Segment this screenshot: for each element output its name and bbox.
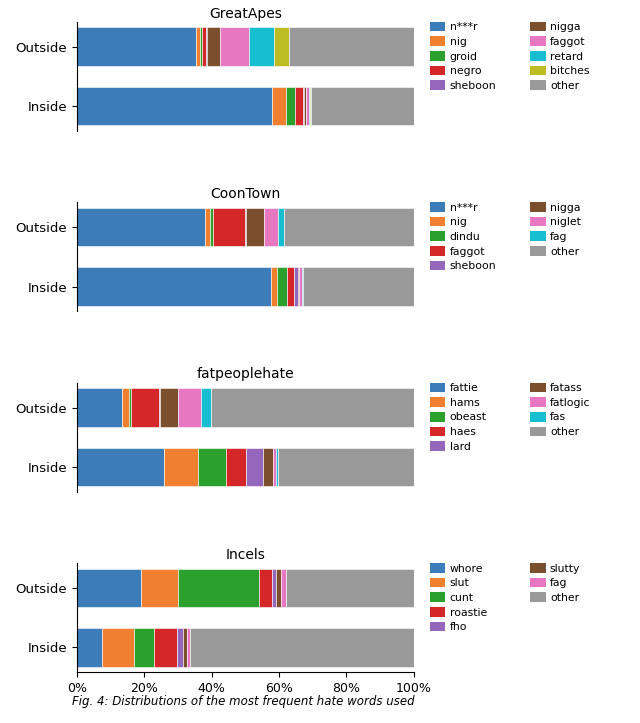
Legend: fatass, fatlogic, fas, other: fatass, fatlogic, fas, other xyxy=(531,382,590,437)
Bar xyxy=(159,388,161,427)
Bar xyxy=(277,268,287,306)
Bar xyxy=(220,27,249,66)
Title: GreatApes: GreatApes xyxy=(209,7,282,20)
Bar xyxy=(274,27,289,66)
Bar xyxy=(263,448,273,487)
Bar xyxy=(196,27,200,66)
Bar xyxy=(303,87,304,125)
Bar xyxy=(141,569,178,607)
Bar xyxy=(77,569,141,607)
Bar xyxy=(285,87,295,125)
Bar xyxy=(281,569,285,607)
Bar xyxy=(244,208,246,247)
Bar xyxy=(205,208,210,247)
Bar xyxy=(206,27,207,66)
Bar xyxy=(308,87,310,125)
Bar xyxy=(200,27,202,66)
Bar xyxy=(272,87,285,125)
Bar xyxy=(211,388,414,427)
Bar xyxy=(289,27,414,66)
Bar xyxy=(226,448,246,487)
Bar xyxy=(304,87,306,125)
Bar xyxy=(202,27,206,66)
Bar xyxy=(303,268,414,306)
Bar xyxy=(183,628,187,667)
Text: Fig. 4: Distributions of the most frequent hate words used: Fig. 4: Distributions of the most freque… xyxy=(72,695,415,708)
Bar xyxy=(295,87,303,125)
Bar xyxy=(178,569,259,607)
Bar xyxy=(287,268,294,306)
Bar xyxy=(276,448,278,487)
Bar xyxy=(278,208,284,247)
Bar xyxy=(311,87,414,125)
Bar xyxy=(278,448,414,487)
Bar xyxy=(201,388,211,427)
Bar xyxy=(294,268,298,306)
Bar xyxy=(77,87,272,125)
Bar xyxy=(177,628,183,667)
Bar xyxy=(187,628,190,667)
Bar xyxy=(77,628,102,667)
Bar xyxy=(212,208,244,247)
Bar xyxy=(298,268,299,306)
Bar xyxy=(302,268,303,306)
Bar xyxy=(285,569,414,607)
Bar xyxy=(299,268,302,306)
Title: Incels: Incels xyxy=(225,548,265,562)
Bar xyxy=(207,27,220,66)
Bar xyxy=(198,448,226,487)
Bar xyxy=(306,87,308,125)
Bar xyxy=(210,208,212,247)
Bar xyxy=(77,268,271,306)
Bar xyxy=(276,569,281,607)
Bar xyxy=(259,569,272,607)
Legend: slutty, fag, other: slutty, fag, other xyxy=(531,563,580,603)
Bar xyxy=(310,87,311,125)
Bar xyxy=(134,628,154,667)
Bar xyxy=(129,388,131,427)
Bar xyxy=(178,388,201,427)
Bar xyxy=(271,268,277,306)
Bar xyxy=(264,208,278,247)
Bar xyxy=(249,27,274,66)
Bar xyxy=(131,388,159,427)
Bar xyxy=(77,208,205,247)
Bar xyxy=(77,27,196,66)
Bar xyxy=(272,569,276,607)
Bar xyxy=(122,388,129,427)
Title: fatpeoplehate: fatpeoplehate xyxy=(196,367,294,382)
Bar xyxy=(284,208,414,247)
Bar xyxy=(246,208,264,247)
Title: CoonTown: CoonTown xyxy=(210,187,280,201)
Bar xyxy=(77,388,122,427)
Bar xyxy=(164,448,198,487)
Bar xyxy=(190,628,414,667)
Bar xyxy=(102,628,134,667)
Bar xyxy=(77,448,164,487)
Bar xyxy=(246,448,263,487)
Legend: nigga, faggot, retard, bitches, other: nigga, faggot, retard, bitches, other xyxy=(531,22,589,91)
Legend: nigga, niglet, fag, other: nigga, niglet, fag, other xyxy=(531,202,580,257)
Bar xyxy=(273,448,276,487)
Bar xyxy=(161,388,178,427)
Bar xyxy=(154,628,177,667)
